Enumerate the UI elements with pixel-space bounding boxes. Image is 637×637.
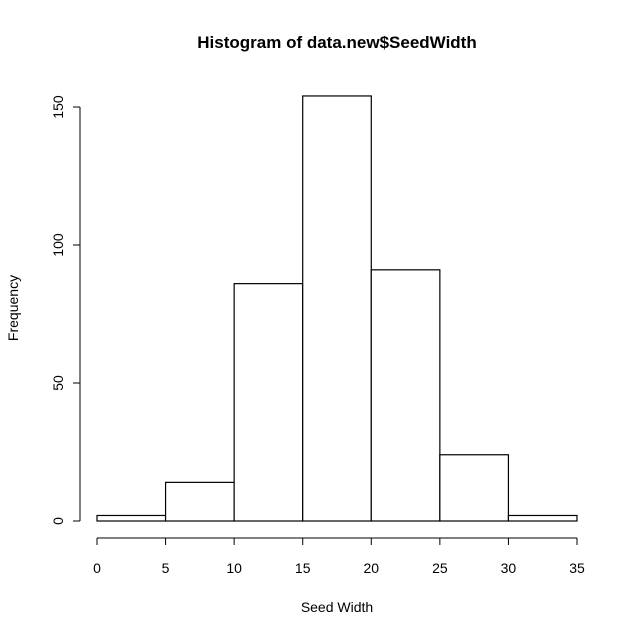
x-axis: 0 5 10 15 20 25 30 35 xyxy=(93,537,585,576)
y-axis-label: Frequency xyxy=(5,275,21,341)
chart-title: Histogram of data.new$SeedWidth xyxy=(197,33,476,52)
y-tick-label: 100 xyxy=(50,233,66,257)
histogram-bar-3 xyxy=(233,283,304,522)
bars-group xyxy=(96,95,578,522)
histogram-bar-7 xyxy=(507,514,578,522)
histogram-bar-1 xyxy=(96,514,167,522)
x-tick-label: 25 xyxy=(432,560,448,576)
x-tick-label: 10 xyxy=(226,560,242,576)
x-tick-label: 0 xyxy=(93,560,101,576)
x-tick-label: 15 xyxy=(295,560,311,576)
histogram-bar-6 xyxy=(439,454,510,522)
x-tick-label: 30 xyxy=(501,560,517,576)
histogram-bar-2 xyxy=(164,481,235,522)
x-axis-label: Seed Width xyxy=(301,599,373,615)
y-tick-label: 50 xyxy=(50,375,66,391)
y-axis: 0 50 100 150 xyxy=(50,95,81,525)
x-tick-label: 20 xyxy=(363,560,379,576)
y-tick-label: 150 xyxy=(50,95,66,119)
x-tick-label: 35 xyxy=(569,560,585,576)
x-tick-label: 5 xyxy=(162,560,170,576)
histogram-bar-4 xyxy=(302,95,372,522)
histogram-bar-5 xyxy=(370,269,441,522)
y-tick-label: 0 xyxy=(50,517,66,525)
